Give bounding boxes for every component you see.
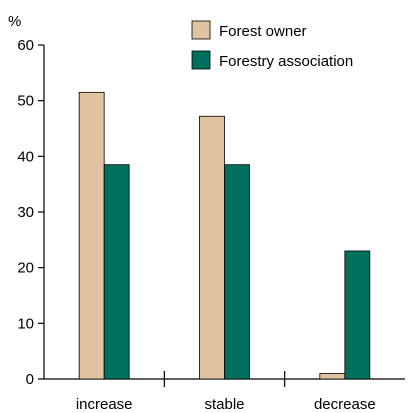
bar-forest-owner-decrease — [319, 373, 346, 380]
y-tick-label: 30 — [17, 204, 34, 221]
x-categories: increase stable decrease — [76, 371, 376, 413]
legend-label: Forest owner — [219, 23, 307, 40]
bar-forestry-association-stable — [224, 164, 250, 380]
bar-forestry-association-decrease — [344, 250, 371, 380]
x-category-label: decrease — [314, 396, 376, 413]
x-category-label: increase — [76, 396, 133, 413]
y-tick-label: 60 — [17, 37, 34, 54]
bar-forest-owner-stable — [199, 115, 225, 380]
x-category-label: stable — [204, 396, 244, 413]
y-tick-label: 20 — [17, 260, 34, 277]
y-tick-label: 0 — [26, 371, 34, 388]
y-tick-label: 50 — [17, 93, 34, 110]
legend: Forest owner Forestry association — [191, 20, 353, 70]
y-tick-label: 10 — [17, 315, 34, 332]
legend-label: Forestry association — [219, 53, 353, 70]
legend-swatch — [191, 50, 211, 70]
bar-forestry-association-increase — [103, 164, 130, 380]
bars — [78, 91, 371, 380]
y-tick-label: 40 — [17, 148, 34, 165]
y-ticks: 0 10 20 30 40 50 60 — [17, 37, 44, 388]
legend-swatch — [191, 20, 211, 40]
y-unit-label: % — [8, 13, 21, 30]
bar-forest-owner-increase — [78, 91, 105, 380]
